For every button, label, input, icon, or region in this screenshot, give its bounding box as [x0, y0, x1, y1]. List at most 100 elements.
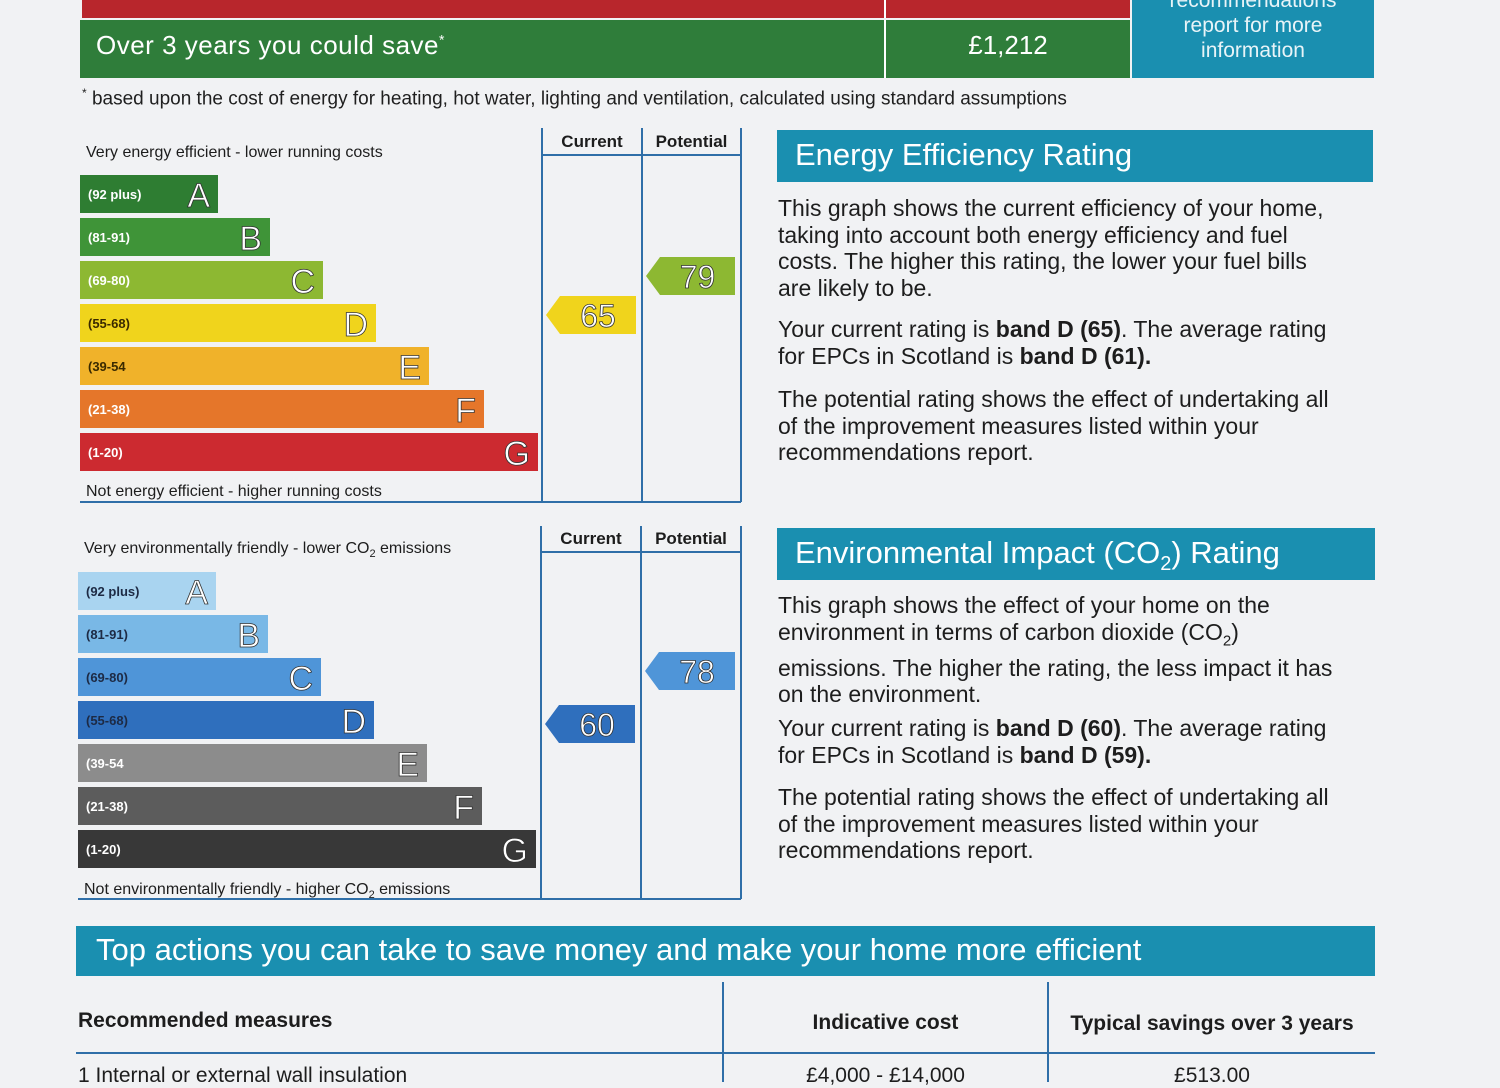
- energy-band-b-letter: B: [239, 220, 262, 258]
- savings-column-header: Typical savings over 3 years: [1070, 1012, 1354, 1035]
- paragraph-line: This graph shows the effect of your home…: [778, 592, 1270, 618]
- environmental-impact-title: Environmental Impact (CO2) Rating: [777, 528, 1375, 580]
- energy-band-b-range: (81-91): [88, 230, 130, 245]
- co2-co2-subscript: 2: [369, 889, 375, 901]
- energy-potential-value: 79: [680, 259, 716, 295]
- energy-efficiency-title: Energy Efficiency Rating: [777, 130, 1373, 182]
- energy-current-arrow: [546, 296, 636, 334]
- measure-cell: 1 Internal or external wall insulation: [78, 1064, 408, 1087]
- co2-band-b-bar: [78, 615, 268, 653]
- paragraph-line: The potential rating shows the effect of…: [778, 386, 1329, 412]
- energy-band-e-letter: E: [398, 349, 421, 387]
- co2-band-b-range: (81-91): [86, 627, 128, 642]
- paragraph-line: environment in terms of carbon dioxide (…: [778, 618, 1239, 650]
- co2-band-g-letter: G: [502, 832, 528, 870]
- energy-band-d-letter: D: [343, 306, 368, 344]
- savings-cell: £513.00: [1174, 1064, 1250, 1087]
- energy-efficiency-description: This graph shows the current efficiency …: [778, 195, 1378, 301]
- paragraph-line: This graph shows the current efficiency …: [778, 195, 1324, 221]
- energy-current-rating-text: Your current rating is band D (65). The …: [778, 316, 1327, 369]
- recommendations-box: recommendations report for more informat…: [1132, 0, 1374, 78]
- energy-current-header: Current: [561, 132, 623, 151]
- paragraph-line: recommendations report.: [778, 837, 1034, 863]
- paragraph-line: of the improvement measures listed withi…: [778, 810, 1259, 837]
- savings-value: £1,212: [968, 30, 1048, 60]
- paragraph-line: costs. The higher this rating, the lower…: [778, 248, 1307, 274]
- energy-band-f-letter: F: [455, 392, 476, 430]
- energy-band-f-bar: [80, 390, 484, 428]
- paragraph-line: taking into account both energy efficien…: [778, 221, 1288, 248]
- energy-band-e-bar: [80, 347, 429, 385]
- co2-band-c-letter: C: [288, 660, 313, 698]
- paragraph-line: The potential rating shows the effect of…: [778, 784, 1329, 810]
- energy-band-d-range: (55-68): [88, 316, 130, 331]
- co2-band-d-letter: D: [341, 703, 366, 741]
- energy-current-value: 65: [580, 298, 616, 334]
- energy-band-c-range: (69-80): [88, 273, 130, 288]
- recommendations-line: information: [1201, 39, 1305, 62]
- co2-potential-arrow: [645, 652, 735, 690]
- co2-bottom-label: Not environmentally friendly - higher CO…: [84, 881, 450, 901]
- co2-current-header: Current: [560, 529, 622, 548]
- energy-band-g-bar: [80, 433, 538, 471]
- co2-band-e-bar: [78, 744, 427, 782]
- energy-bottom-label: Not energy efficient - higher running co…: [86, 483, 382, 500]
- column-divider: [722, 982, 724, 1082]
- savings-bar: [80, 20, 1130, 78]
- paragraph-line: recommendations report.: [778, 439, 1034, 465]
- energy-band-f-range: (21-38): [88, 402, 130, 417]
- co2-co2-subscript: 2: [369, 548, 375, 560]
- energy-band-g-letter: G: [504, 435, 530, 473]
- top-actions-title: Top actions you can take to save money a…: [76, 926, 1375, 976]
- co2-band-e-range: (39-54: [86, 756, 124, 771]
- energy-band-e-range: (39-54: [88, 359, 126, 374]
- cost-cell: £4,000 - £14,000: [806, 1064, 965, 1087]
- co2-band-c-bar: [78, 658, 321, 696]
- co2-band-d-bar: [78, 701, 374, 739]
- paragraph-line: on the environment.: [778, 681, 982, 708]
- energy-band-d-bar: [80, 304, 376, 342]
- energy-top-label: Very energy efficient - lower running co…: [86, 144, 383, 161]
- co2-band-g-bar: [78, 830, 536, 868]
- energy-potential-header: Potential: [656, 132, 728, 151]
- energy-potential-arrow: [646, 257, 735, 295]
- column-divider: [884, 20, 886, 78]
- energy-band-b-bar: [80, 218, 270, 256]
- co2-bottom-label-suffix: emissions: [375, 881, 451, 898]
- co2-current-arrow: [545, 705, 635, 743]
- recommendations-line: report for more: [1183, 14, 1323, 37]
- co2-band-a-range: (92 plus): [86, 584, 139, 599]
- co2-potential-value: 78: [679, 654, 715, 690]
- recommendations-line: recommendations: [1169, 0, 1337, 12]
- column-divider: [1047, 982, 1049, 1082]
- co2-band-f-range: (21-38): [86, 799, 128, 814]
- co2-potential-header: Potential: [655, 529, 727, 548]
- header-row-bar: [82, 0, 1130, 18]
- cost-column-header: Indicative cost: [812, 1011, 959, 1034]
- savings-label: Over 3 years you could save*: [96, 30, 445, 60]
- co2-band-b-letter: B: [237, 617, 260, 655]
- co2-band-a-letter: A: [185, 574, 208, 612]
- energy-potential-rating-text: The potential rating shows the effect of…: [778, 386, 1378, 466]
- energy-band-a-range: (92 plus): [88, 187, 141, 202]
- co2-band-e-letter: E: [396, 746, 419, 784]
- table-header-rule: [76, 1052, 1375, 1054]
- co2-band-a-bar: [78, 572, 216, 610]
- environmental-current-rating-text: Your current rating is band D (60). The …: [778, 715, 1327, 768]
- paragraph-line: emissions. The higher the rating, the le…: [778, 654, 1333, 681]
- co2-band-d-range: (55-68): [86, 713, 128, 728]
- environmental-potential-rating-text: The potential rating shows the effect of…: [778, 784, 1378, 864]
- paragraph-line: of the improvement measures listed withi…: [778, 412, 1259, 439]
- measures-column-header: Recommended measures: [78, 1009, 333, 1032]
- co2-band-g-range: (1-20): [86, 842, 121, 857]
- co2-current-value: 60: [579, 707, 615, 743]
- energy-band-c-letter: C: [290, 263, 315, 301]
- column-divider: [884, 0, 886, 18]
- co2-band-f-bar: [78, 787, 482, 825]
- energy-band-g-range: (1-20): [88, 445, 123, 460]
- energy-band-a-letter: A: [187, 177, 210, 215]
- paragraph-line: are likely to be.: [778, 274, 933, 301]
- co2-band-f-letter: F: [453, 789, 474, 827]
- co2-top-label: Very environmentally friendly - lower CO…: [84, 540, 451, 560]
